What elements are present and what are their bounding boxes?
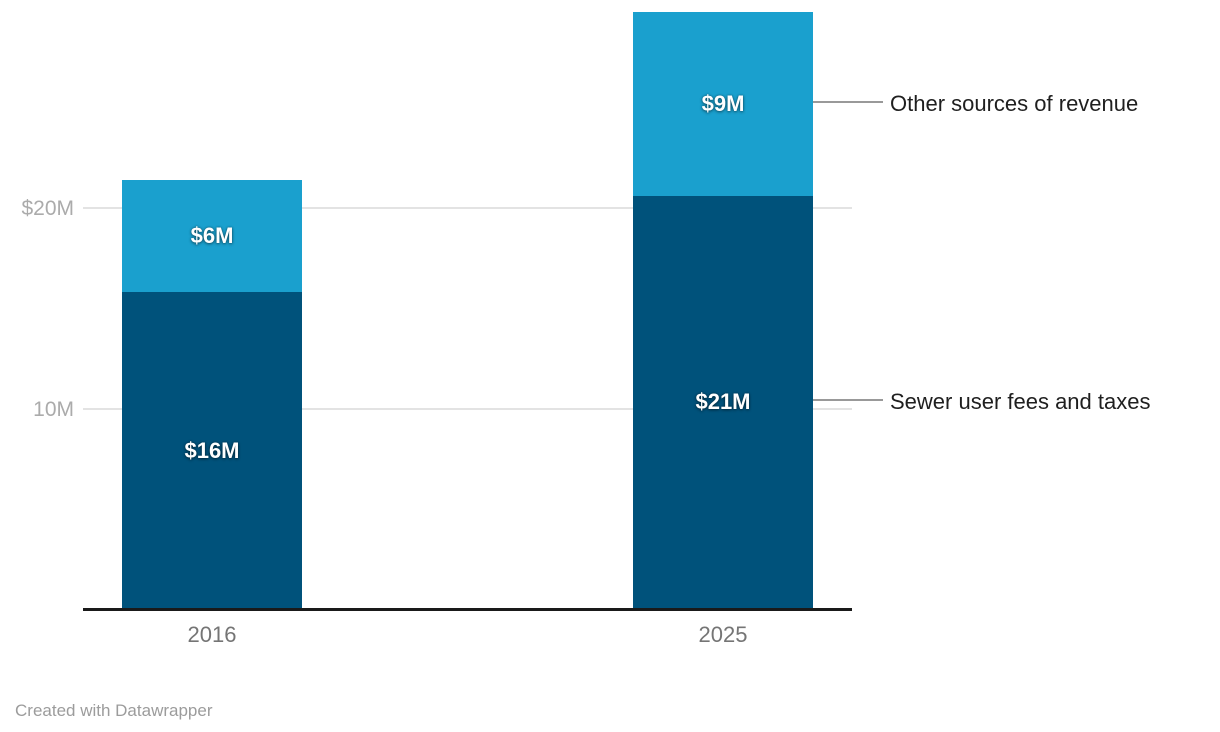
y-gridline-10	[83, 407, 852, 410]
category-label-2025: 2025	[698, 622, 748, 647]
bar-value-label: $9M	[701, 90, 745, 116]
y-tick-label-20: $20M	[21, 197, 74, 220]
x-axis-line	[83, 608, 852, 611]
bar-2016: $16M $6M	[122, 179, 302, 609]
annotation-text-series-0: Sewer user fees and taxes	[890, 389, 1151, 415]
bar-value-label: $21M	[695, 389, 751, 415]
bar-segment-2016-series-1[interactable]: $6M	[122, 179, 302, 293]
annotation-line-series-0	[813, 399, 883, 402]
annotation-line-series-1	[813, 100, 883, 103]
category-label-2016: 2016	[187, 622, 237, 647]
bar-segment-2016-series-0[interactable]: $16M	[122, 292, 302, 609]
bar-value-label: $6M	[190, 223, 234, 249]
annotation-text-series-1: Other sources of revenue	[890, 90, 1139, 116]
bar-2025: $21M $9M	[633, 11, 813, 609]
bar-segment-2025-series-0[interactable]: $21M	[633, 195, 813, 609]
y-gridline-20	[83, 207, 852, 209]
bar-value-label: $16M	[184, 437, 240, 463]
bar-segment-2025-series-1[interactable]: $9M	[633, 11, 813, 196]
y-tick-label-10: 10M	[33, 397, 74, 421]
datawrapper-credit-link[interactable]: Created with Datawrapper	[15, 701, 213, 720]
